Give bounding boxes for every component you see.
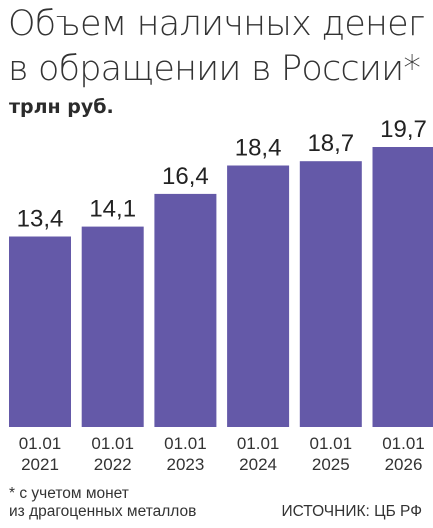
footnote-line-2: из драгоценных металлов [9, 503, 197, 520]
value-label-2023: 16,4 [162, 163, 209, 190]
bar-2022 [81, 226, 144, 427]
bar-2023 [154, 193, 217, 427]
value-label-2021: 13,4 [17, 206, 64, 233]
chart-title-line-2: в обращении в России* [8, 49, 421, 89]
tick-label-date-2026: 01.01 [382, 434, 425, 453]
bar-2025 [299, 161, 362, 427]
bars-layer [9, 147, 433, 427]
footnote: * с учетом монет из драгоценных металлов [9, 485, 196, 521]
tick-label-year-2026: 2026 [385, 455, 423, 474]
tick-label-year-2025: 2025 [312, 455, 350, 474]
tick-label-year-2024: 2024 [239, 455, 277, 474]
chart-title: Объем наличных денег в обращении в Росси… [8, 2, 430, 92]
tick-label-year-2021: 2021 [21, 455, 59, 474]
tick-label-date-2023: 01.01 [164, 434, 207, 453]
unit-label: трлн руб. [9, 96, 114, 118]
tick-label-date-2022: 01.01 [91, 434, 134, 453]
source-label: ИСТОЧНИК: ЦБ РФ [281, 503, 422, 520]
value-label-2025: 18,7 [307, 130, 354, 157]
tick-label-date-2025: 01.01 [310, 434, 353, 453]
tick-label-date-2024: 01.01 [237, 434, 280, 453]
bar-2021 [9, 236, 71, 427]
tick-label-year-2023: 2023 [166, 455, 204, 474]
value-label-2022: 14,1 [89, 196, 136, 223]
tick-label-date-2021: 01.01 [19, 434, 62, 453]
tick-label-year-2022: 2022 [94, 455, 132, 474]
footnote-line-1: * с учетом монет [9, 485, 129, 502]
chart-title-line-1: Объем наличных денег [8, 4, 425, 44]
bar-2026 [372, 147, 433, 427]
value-label-2026: 19,7 [380, 116, 427, 143]
value-label-2024: 18,4 [235, 135, 282, 162]
bar-2024 [227, 165, 290, 427]
tick-labels-layer: 01.01 2021 01.01 2022 01.01 2023 01.01 2024 01.0… [19, 434, 425, 474]
value-labels-layer: 13,4 14,1 16,4 18,4 18,7 19,7 [17, 116, 427, 233]
